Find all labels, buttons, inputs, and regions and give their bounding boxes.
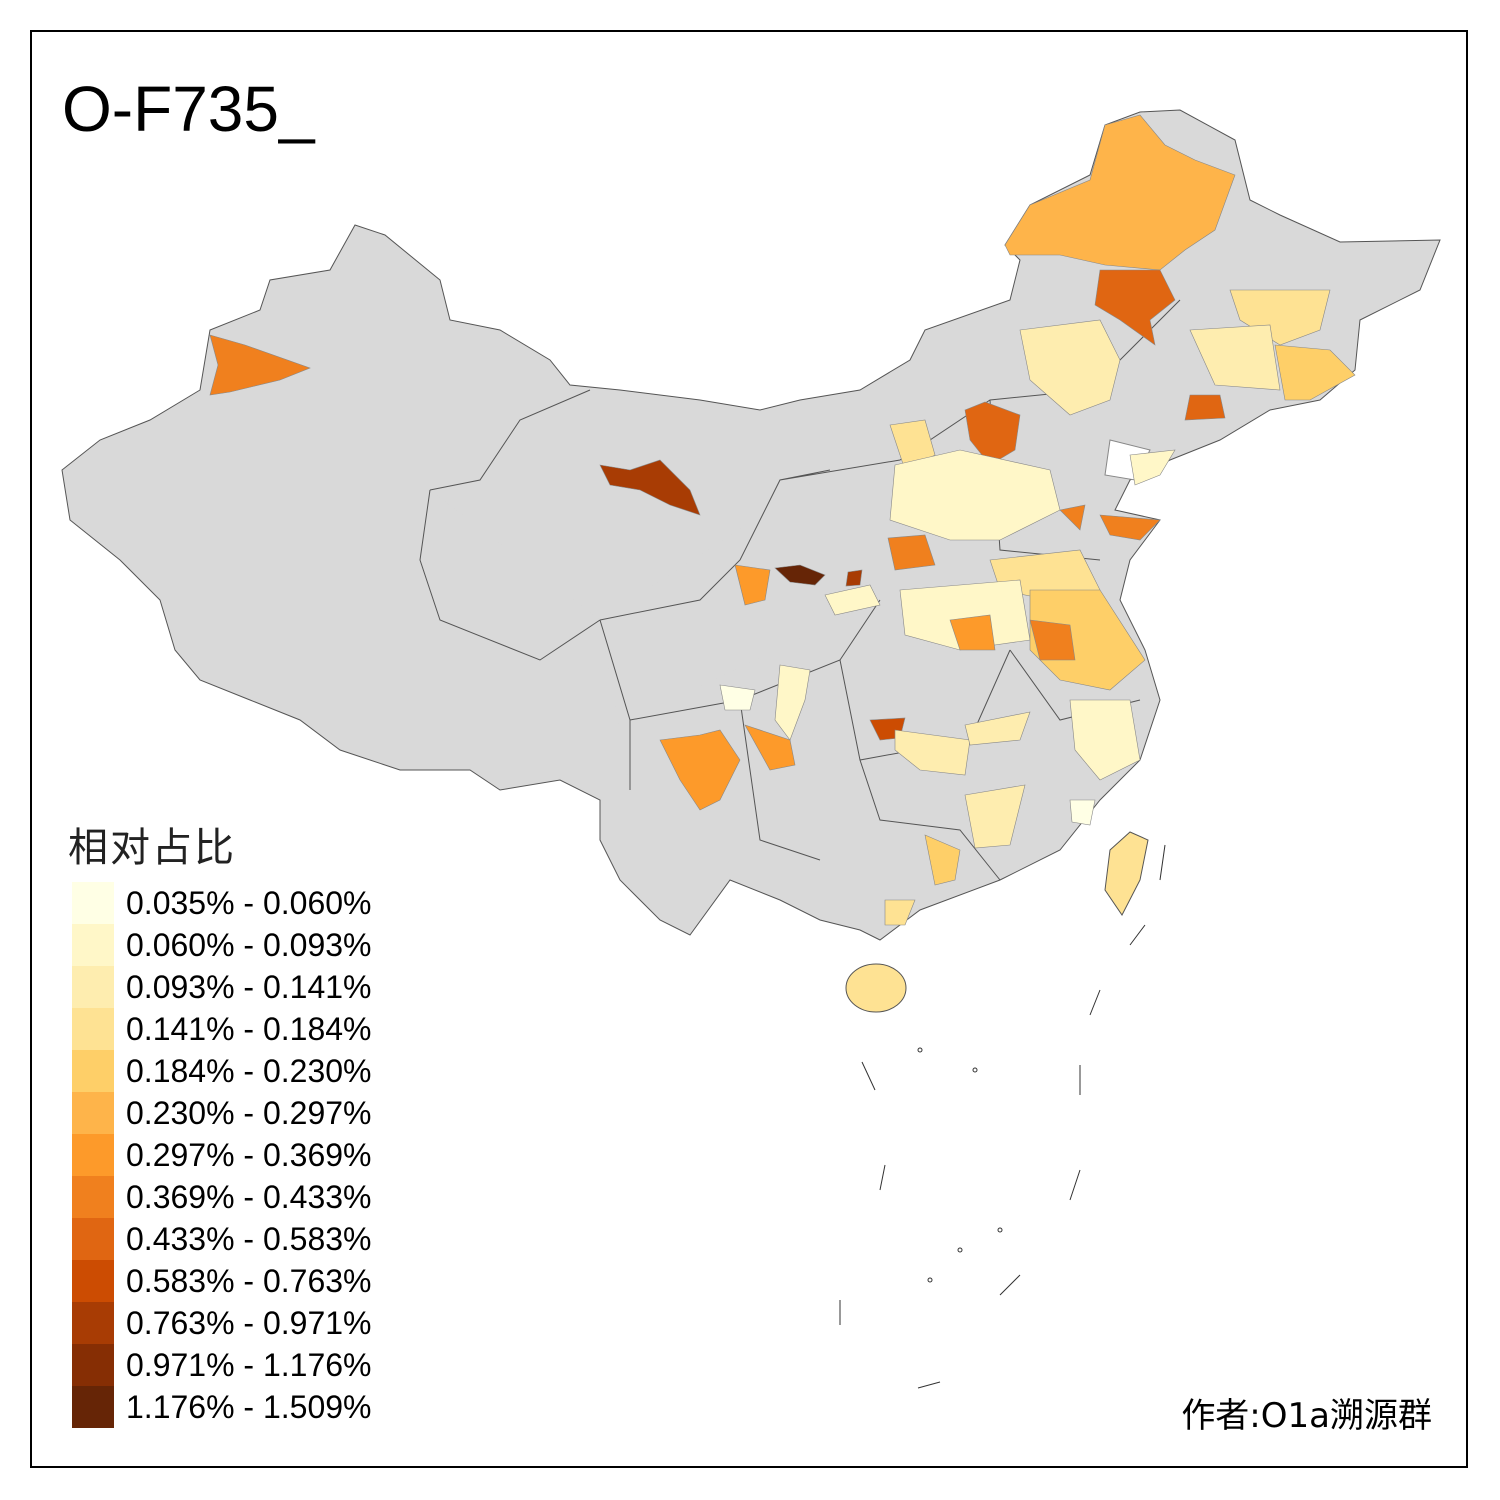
region <box>1029 589 1146 691</box>
legend-item: 0.369% - 0.433% <box>72 1176 372 1218</box>
region <box>889 419 936 471</box>
region <box>1069 799 1096 826</box>
region <box>659 729 741 811</box>
legend-swatch <box>72 1176 114 1218</box>
legend-item: 0.433% - 0.583% <box>72 1218 372 1260</box>
legend-swatch <box>72 1386 114 1428</box>
legend-label: 0.184% - 0.230% <box>126 1052 372 1089</box>
region <box>1069 699 1141 781</box>
region <box>899 579 1031 651</box>
region <box>964 784 1026 849</box>
region <box>1029 619 1076 661</box>
legend-item: 0.971% - 1.176% <box>72 1344 372 1386</box>
region <box>1274 344 1356 401</box>
region <box>744 724 796 771</box>
map-title: O-F735_ <box>62 73 315 145</box>
region <box>209 334 311 396</box>
region <box>889 449 1061 541</box>
region <box>964 711 1031 746</box>
legend: 0.035% - 0.060% 0.060% - 0.093% 0.093% -… <box>72 882 372 1428</box>
legend-swatch <box>72 1050 114 1092</box>
legend-label: 0.230% - 0.297% <box>126 1094 372 1131</box>
legend-swatch <box>72 924 114 966</box>
legend-label: 0.369% - 0.433% <box>126 1178 372 1215</box>
region <box>1184 394 1226 421</box>
legend-swatch <box>72 1092 114 1134</box>
region <box>1059 504 1161 541</box>
legend-label: 0.141% - 0.184% <box>126 1010 372 1047</box>
legend-label: 0.433% - 0.583% <box>126 1220 372 1257</box>
legend-item: 0.230% - 0.297% <box>72 1092 372 1134</box>
region <box>824 584 881 616</box>
region <box>964 401 1021 466</box>
legend-item: 1.176% - 1.509% <box>72 1386 372 1428</box>
legend-swatch <box>72 1218 114 1260</box>
legend-item: 0.184% - 0.230% <box>72 1050 372 1092</box>
legend-item: 0.763% - 0.971% <box>72 1302 372 1344</box>
legend-label: 0.035% - 0.060% <box>126 884 372 921</box>
author-credit: 作者:O1a溯源群 <box>1181 1396 1432 1436</box>
region <box>1094 269 1176 346</box>
legend-swatch <box>72 1260 114 1302</box>
region <box>887 534 936 571</box>
region <box>1189 324 1281 391</box>
region <box>774 564 826 586</box>
region <box>774 664 811 741</box>
legend-item: 0.141% - 0.184% <box>72 1008 372 1050</box>
region <box>845 569 863 587</box>
legend-label: 0.093% - 0.141% <box>126 968 372 1005</box>
region <box>894 729 971 776</box>
legend-label: 0.763% - 0.971% <box>126 1304 372 1341</box>
legend-item: 0.093% - 0.141% <box>72 966 372 1008</box>
legend-item: 0.035% - 0.060% <box>72 882 372 924</box>
hainan <box>845 963 907 1013</box>
legend-item: 0.297% - 0.369% <box>72 1134 372 1176</box>
region <box>1129 449 1176 486</box>
legend-swatch <box>72 1344 114 1386</box>
legend-label: 0.971% - 1.176% <box>126 1346 372 1383</box>
region <box>734 564 771 606</box>
region <box>1019 319 1121 416</box>
region <box>599 459 701 516</box>
taiwan <box>1104 831 1149 916</box>
legend-label: 0.060% - 0.093% <box>126 926 372 963</box>
region-fills <box>209 114 1356 926</box>
legend-swatch <box>72 882 114 924</box>
legend-swatch <box>72 1302 114 1344</box>
legend-item: 0.583% - 0.763% <box>72 1260 372 1302</box>
frame-border <box>30 30 1468 1468</box>
region <box>884 899 916 926</box>
region <box>949 614 996 651</box>
legend-swatch <box>72 966 114 1008</box>
region <box>924 834 961 886</box>
region <box>719 684 756 711</box>
south-china-sea-islands <box>839 844 1166 1389</box>
legend-label: 1.176% - 1.509% <box>126 1388 372 1425</box>
region <box>1229 289 1331 346</box>
legend-label: 0.583% - 0.763% <box>126 1262 372 1299</box>
legend-title: 相对占比 <box>68 825 236 871</box>
legend-swatch <box>72 1008 114 1050</box>
legend-swatch <box>72 1134 114 1176</box>
legend-label: 0.297% - 0.369% <box>126 1136 372 1173</box>
legend-item: 0.060% - 0.093% <box>72 924 372 966</box>
